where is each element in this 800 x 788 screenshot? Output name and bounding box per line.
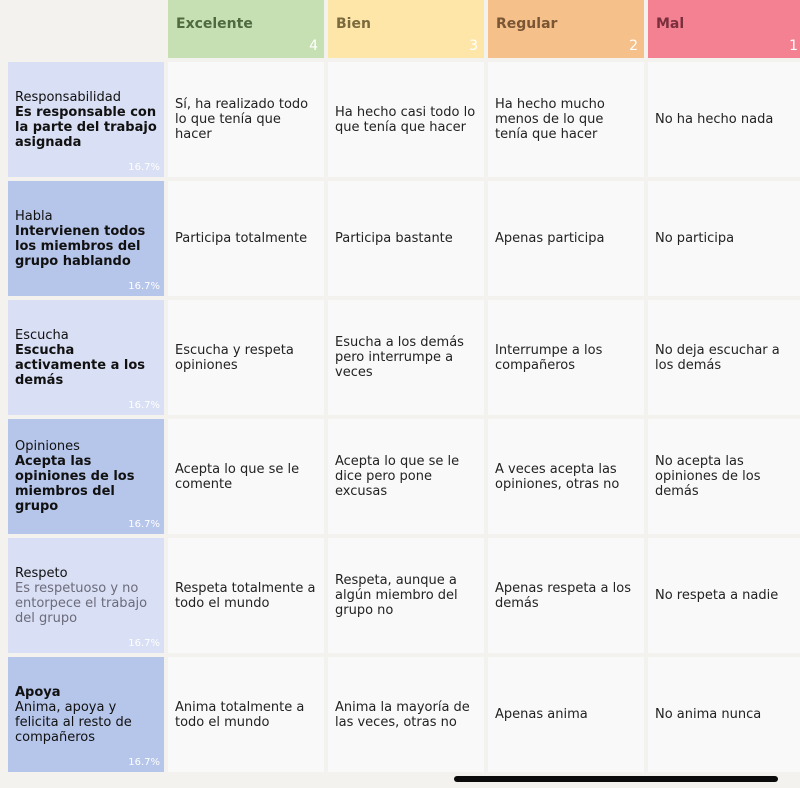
rubric-cell[interactable]: A veces acepta las opiniones, otras no [488,419,644,534]
rubric-cell[interactable]: Interrumpe a los compañeros [488,300,644,415]
rubric-cell[interactable]: Respeta totalmente a todo el mundo [168,538,324,653]
horizontal-scrollbar[interactable] [454,776,778,782]
rubric-cell[interactable]: No respeta a nadie [648,538,800,653]
rubric-cell[interactable]: Anima totalmente a todo el mundo [168,657,324,772]
criterion-responsabilidad[interactable]: Responsabilidad Es responsable con la pa… [8,62,164,177]
criterion-description: Acepta las opiniones de los miembros del… [15,454,135,514]
rubric-cell[interactable]: Acepta lo que se le dice pero pone excus… [328,419,484,534]
rubric-cell[interactable]: No deja escuchar a los demás [648,300,800,415]
criterion-name: Habla [15,208,53,224]
criterion-weight: 16.7% [128,162,160,173]
rubric-cell[interactable]: No ha hecho nada [648,62,800,177]
header-corner [8,0,164,58]
criterion-name: Escucha [15,327,69,343]
level-name: Mal [656,16,685,32]
rubric-cell[interactable]: Apenas participa [488,181,644,296]
rubric-cell[interactable]: Participa bastante [328,181,484,296]
criterion-name: Apoya [15,684,61,700]
rubric-cell[interactable]: Acepta lo que se le comente [168,419,324,534]
rubric-cell[interactable]: Ha hecho mucho menos de lo que tenía que… [488,62,644,177]
criterion-description: Intervienen todos los miembros del grupo… [15,223,146,269]
criterion-weight: 16.7% [128,638,160,649]
level-name: Bien [336,16,371,32]
criterion-escucha[interactable]: Escucha Escucha activamente a los demás … [8,300,164,415]
rubric-cell[interactable]: Apenas respeta a los demás [488,538,644,653]
rubric-cell[interactable]: No anima nunca [648,657,800,772]
rubric-cell[interactable]: Sí, ha realizado todo lo que tenía que h… [168,62,324,177]
rubric-cell[interactable]: Ha hecho casi todo lo que tenía que hace… [328,62,484,177]
level-name: Regular [496,16,558,32]
criterion-name: Respeto [15,565,68,581]
criterion-description: Escucha activamente a los demás [15,342,145,388]
criterion-name: Opiniones [15,439,80,454]
rubric-cell[interactable]: Respeta, aunque a algún miembro del grup… [328,538,484,653]
rubric-grid: Excelente 4 Bien 3 Regular 2 Mal 1 Respo… [8,0,800,772]
rubric-cell[interactable]: Anima la mayoría de las veces, otras no [328,657,484,772]
level-header-excelente[interactable]: Excelente 4 [168,0,324,58]
level-header-mal[interactable]: Mal 1 [648,0,800,58]
criterion-description: Es respetuoso y no entorpece el trabajo … [15,580,148,626]
level-score: 3 [469,38,478,54]
criterion-name: Responsabilidad [15,89,121,105]
level-header-regular[interactable]: Regular 2 [488,0,644,58]
criterion-opiniones[interactable]: Opiniones Acepta las opiniones de los mi… [8,419,164,534]
rubric-cell[interactable]: Escucha y respeta opiniones [168,300,324,415]
rubric-cell[interactable]: Participa totalmente [168,181,324,296]
rubric-cell[interactable]: No participa [648,181,800,296]
criterion-apoya[interactable]: Apoya Anima, apoya y felicita al resto d… [8,657,164,772]
rubric-cell[interactable]: Esucha a los demás pero interrumpe a vec… [328,300,484,415]
level-name: Excelente [176,16,253,32]
level-score: 1 [789,38,798,54]
criterion-weight: 16.7% [128,757,160,768]
criterion-weight: 16.7% [128,400,160,411]
rubric-cell[interactable]: No acepta las opiniones de los demás [648,419,800,534]
criterion-description: Es responsable con la parte del trabajo … [15,104,157,150]
level-score: 4 [309,38,318,54]
criterion-weight: 16.7% [128,519,160,530]
level-score: 2 [629,38,638,54]
criterion-habla[interactable]: Habla Intervienen todos los miembros del… [8,181,164,296]
criterion-description: Anima, apoya y felicita al resto de comp… [15,699,132,745]
criterion-respeto[interactable]: Respeto Es respetuoso y no entorpece el … [8,538,164,653]
level-header-bien[interactable]: Bien 3 [328,0,484,58]
criterion-weight: 16.7% [128,281,160,292]
rubric-cell[interactable]: Apenas anima [488,657,644,772]
